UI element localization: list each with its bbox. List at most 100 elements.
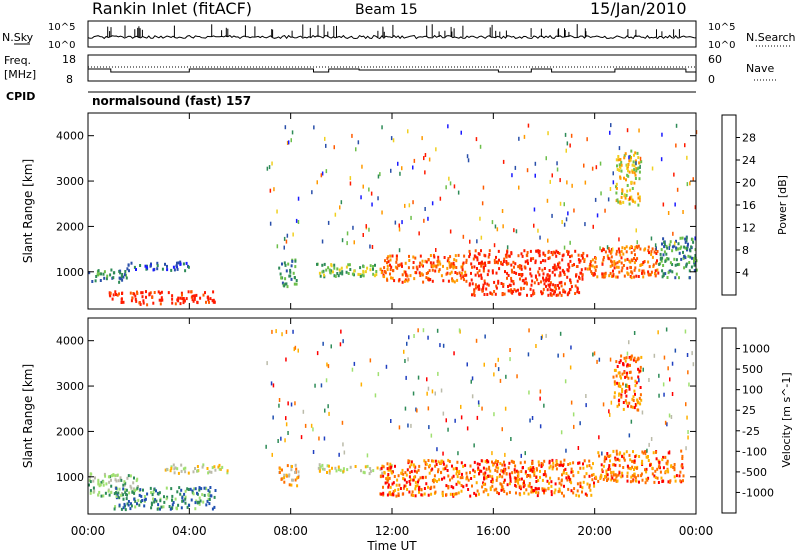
- data-cell: [424, 153, 427, 157]
- data-cell: [127, 500, 130, 503]
- data-cell: [464, 463, 467, 467]
- data-cell: [571, 183, 573, 188]
- data-cell: [346, 231, 349, 236]
- data-cell: [122, 487, 125, 491]
- data-cell: [485, 467, 488, 471]
- data-cell: [450, 485, 453, 489]
- data-cell: [494, 461, 497, 465]
- data-cell: [530, 485, 533, 489]
- data-cell: [609, 130, 611, 135]
- data-cell: [606, 245, 609, 250]
- data-cell: [108, 293, 111, 297]
- data-cell: [526, 254, 529, 258]
- data-cell: [605, 475, 608, 479]
- data-cell: [286, 285, 289, 289]
- data-cell: [408, 254, 410, 258]
- data-cell: [326, 471, 328, 474]
- data-cell: [337, 274, 340, 278]
- data-cell: [450, 262, 453, 266]
- data-cell: [360, 469, 362, 473]
- data-cell: [386, 261, 388, 265]
- data-cell: [621, 387, 624, 391]
- data-cell: [618, 169, 621, 172]
- data-cell: [474, 286, 477, 290]
- data-cell: [631, 474, 634, 478]
- data-cell: [677, 247, 680, 251]
- data-cell: [669, 261, 672, 265]
- data-cell: [504, 452, 506, 457]
- data-cell: [625, 193, 628, 197]
- data-cell: [641, 410, 644, 415]
- data-cell: [348, 263, 351, 267]
- data-cell: [341, 238, 344, 243]
- data-cell: [182, 499, 185, 503]
- data-cell: [417, 328, 419, 333]
- data-cell: [440, 274, 443, 278]
- data-cell: [502, 159, 505, 164]
- data-cell: [613, 260, 616, 264]
- data-cell: [221, 465, 224, 469]
- data-cell: [478, 287, 481, 291]
- data-cell: [686, 415, 688, 420]
- data-cell: [418, 231, 420, 236]
- data-cell: [660, 476, 663, 480]
- data-cell: [625, 178, 627, 182]
- data-cell: [508, 472, 511, 476]
- data-cell: [584, 492, 587, 496]
- data-cell: [135, 299, 138, 303]
- data-cell: [414, 484, 417, 488]
- data-cell: [487, 255, 490, 259]
- data-cell: [167, 291, 170, 295]
- data-cell: [435, 264, 438, 268]
- data-cell: [470, 278, 473, 282]
- data-cell: [447, 485, 450, 488]
- data-cell: [647, 455, 649, 458]
- data-cell: [424, 466, 427, 470]
- data-cell: [342, 442, 344, 447]
- data-cell: [368, 227, 370, 232]
- data-cell: [143, 498, 146, 502]
- data-cell: [515, 477, 518, 481]
- data-cell: [355, 147, 357, 152]
- data-cell: [638, 268, 641, 272]
- data-cell: [436, 259, 439, 263]
- data-cell: [663, 355, 666, 360]
- data-cell: [91, 280, 94, 283]
- data-cell: [679, 479, 682, 483]
- data-cell: [503, 490, 506, 493]
- data-cell: [447, 458, 450, 462]
- data-cell: [380, 492, 383, 496]
- data-cell: [548, 481, 550, 485]
- data-cell: [337, 465, 340, 469]
- data-cell: [349, 465, 352, 469]
- data-cell: [166, 495, 169, 499]
- data-cell: [679, 470, 682, 474]
- data-cell: [639, 369, 641, 373]
- data-cell: [124, 483, 126, 487]
- data-cell: [410, 460, 413, 464]
- data-cell: [693, 269, 696, 273]
- data-cell: [648, 442, 650, 447]
- data-cell: [213, 465, 216, 469]
- data-cell: [684, 237, 687, 241]
- data-cell: [126, 476, 129, 480]
- data-cell: [560, 280, 563, 284]
- data-cell: [374, 263, 376, 267]
- data-cell: [412, 494, 415, 497]
- data-cell: [564, 467, 567, 471]
- data-cell: [602, 477, 605, 481]
- data-cell: [537, 270, 540, 274]
- data-cell: [491, 292, 494, 296]
- data-cell: [679, 236, 682, 240]
- data-cell: [634, 159, 637, 163]
- data-cell: [688, 261, 691, 264]
- data-cell: [347, 272, 350, 275]
- data-cell: [577, 461, 580, 465]
- data-cell: [456, 470, 458, 473]
- data-cell: [543, 487, 546, 491]
- data-cell: [495, 286, 498, 290]
- data-cell: [588, 459, 591, 463]
- data-cell: [582, 251, 585, 255]
- data-cell: [618, 382, 621, 386]
- data-cell: [515, 289, 518, 293]
